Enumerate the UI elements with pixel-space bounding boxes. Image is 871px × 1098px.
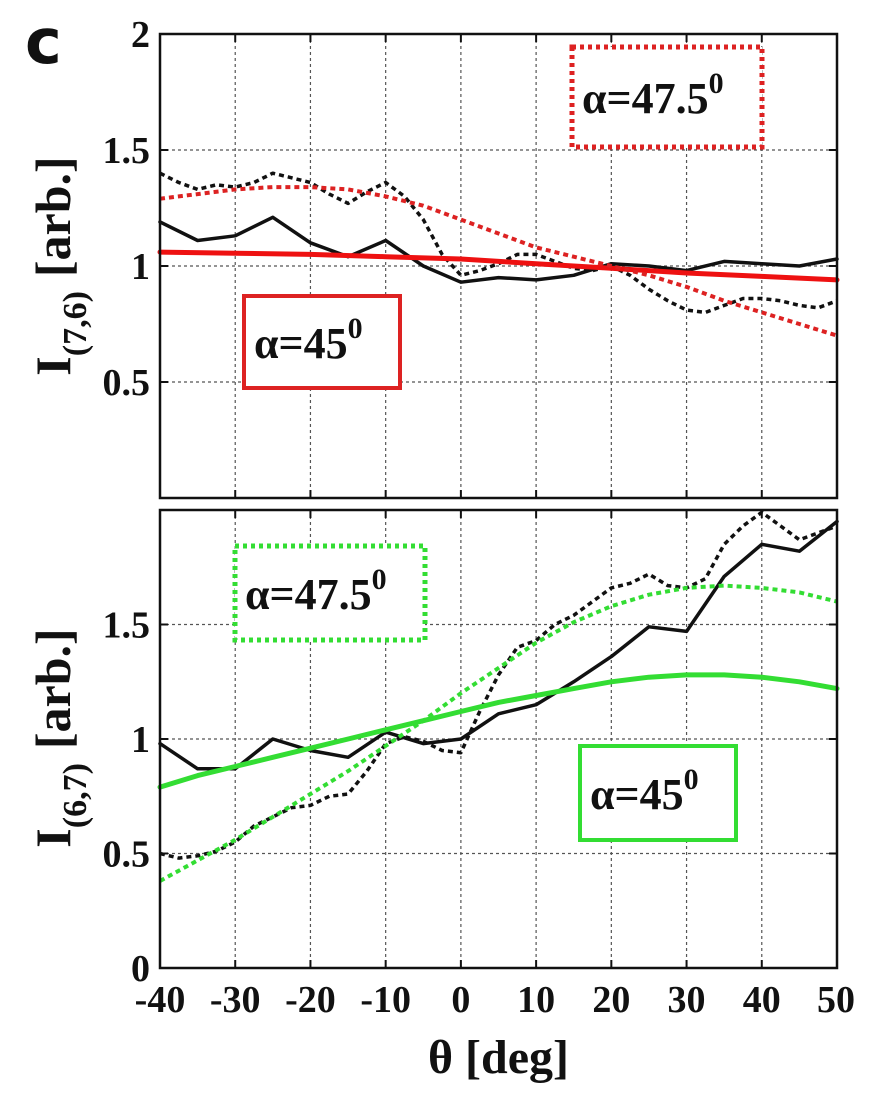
y-axis-label: I(7,6) [arb.] bbox=[25, 156, 94, 375]
y-tick-label: 1 bbox=[131, 719, 150, 761]
panel-label: c bbox=[25, 5, 62, 78]
x-axis-label: θ [deg] bbox=[428, 1031, 569, 1084]
x-tick-label: 20 bbox=[592, 979, 630, 1021]
bottom-plot: 0 0.5 1 1.5 -40 -30 -20 -10 0 10 20 30 40 50 I(6,7) [ar… bbox=[25, 508, 855, 1084]
series-line-2 bbox=[157, 249, 840, 283]
y-tick-label: 1.5 bbox=[103, 130, 151, 172]
x-tick-label: 30 bbox=[668, 979, 706, 1021]
annotation-text-1: α=450 bbox=[254, 312, 363, 368]
x-tick-label: 50 bbox=[817, 979, 855, 1021]
series-line-3 bbox=[159, 185, 838, 338]
y-axis-label: I(6,7) [arb.] bbox=[25, 628, 94, 847]
series-line-1 bbox=[159, 510, 838, 860]
y-axis-label-sub: (7,6) bbox=[57, 291, 94, 356]
x-tick-label: -30 bbox=[210, 979, 261, 1021]
y-axis-label-unit: [arb.] bbox=[25, 156, 81, 277]
x-tick-label: 0 bbox=[451, 979, 470, 1021]
annotation-superscript: 0 bbox=[348, 312, 363, 345]
plot-frame bbox=[158, 508, 839, 970]
annotation-label: α=47.5 bbox=[582, 74, 709, 123]
annotation-label: α=45 bbox=[254, 319, 348, 368]
series-line-1 bbox=[159, 171, 838, 315]
x-tick-label: -10 bbox=[360, 979, 411, 1021]
annotation-superscript: 0 bbox=[372, 563, 387, 596]
series-line-0 bbox=[158, 519, 839, 771]
y-axis-label-base: I bbox=[25, 356, 81, 375]
annotation-label: α=45 bbox=[590, 770, 684, 819]
x-tick-label: -40 bbox=[135, 979, 186, 1021]
top-plot: 0.511.52I(7,6)[arb.]α=47.50α=450 bbox=[25, 14, 840, 500]
annotation-superscript: 0 bbox=[709, 67, 724, 100]
annotation-text-0: α=47.50 bbox=[245, 563, 387, 619]
series-line-2 bbox=[157, 672, 840, 790]
y-axis-label-sub: (6,7) bbox=[57, 763, 94, 828]
y-tick-label: 0 bbox=[131, 948, 150, 990]
x-tick-label: -20 bbox=[285, 979, 336, 1021]
annotation-text-1: α=450 bbox=[590, 763, 699, 819]
annotation-box-0 bbox=[569, 44, 765, 150]
y-tick-label: 2 bbox=[131, 14, 150, 56]
annotation-box-1 bbox=[578, 744, 738, 842]
y-tick-label: 1.5 bbox=[103, 605, 151, 647]
annotation-label: α=47.5 bbox=[245, 570, 372, 619]
series-line-3 bbox=[159, 583, 838, 883]
annotation-box-0 bbox=[232, 543, 428, 643]
x-tick-label: 10 bbox=[517, 979, 555, 1021]
x-tick-label: 40 bbox=[743, 979, 781, 1021]
y-tick-label: 1 bbox=[131, 246, 150, 288]
y-tick-label: 0.5 bbox=[103, 362, 151, 404]
annotation-superscript: 0 bbox=[684, 763, 699, 796]
annotation-text-0: α=47.50 bbox=[582, 67, 724, 123]
y-axis-label-base: I bbox=[25, 828, 81, 847]
y-axis-label-unit: [arb.] bbox=[25, 628, 81, 749]
annotation-box-1 bbox=[242, 294, 402, 390]
plot-frame bbox=[158, 32, 839, 500]
y-tick-label: 0.5 bbox=[103, 834, 151, 876]
